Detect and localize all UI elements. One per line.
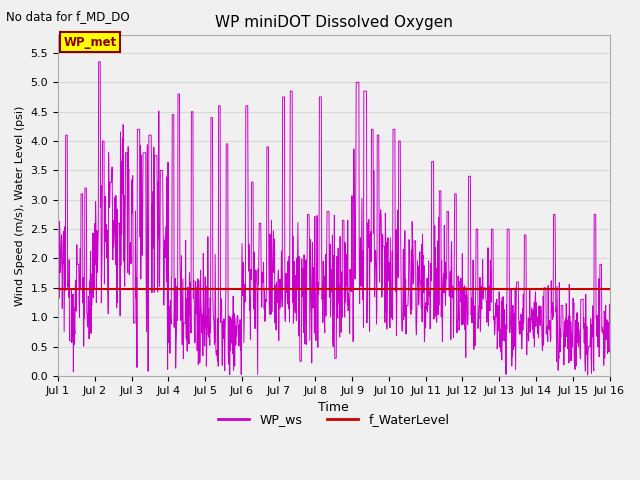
Legend: WP_ws, f_WaterLevel: WP_ws, f_WaterLevel (213, 408, 454, 431)
Text: WP_met: WP_met (63, 36, 116, 48)
Text: No data for f_MD_DO: No data for f_MD_DO (6, 10, 130, 23)
Title: WP miniDOT Dissolved Oxygen: WP miniDOT Dissolved Oxygen (215, 15, 452, 30)
Y-axis label: Wind Speed (m/s), Water Level (psi): Wind Speed (m/s), Water Level (psi) (15, 106, 25, 306)
X-axis label: Time: Time (318, 401, 349, 414)
